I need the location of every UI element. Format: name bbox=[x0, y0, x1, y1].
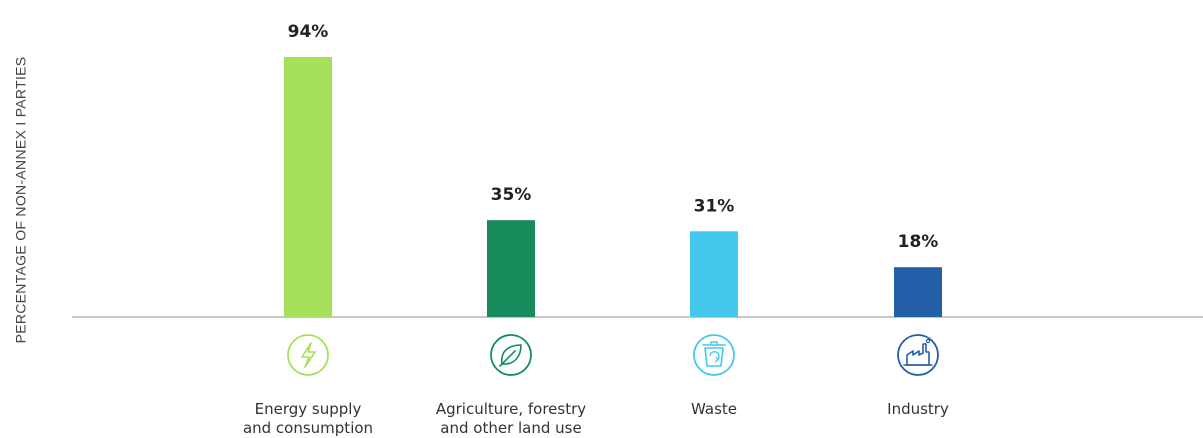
value-labels-group: 94% 35% 31% 18% bbox=[288, 22, 939, 252]
value-label: 18% bbox=[898, 232, 939, 252]
category-icons-group bbox=[287, 334, 939, 376]
bar bbox=[284, 57, 332, 317]
value-label: 94% bbox=[288, 22, 329, 42]
bar bbox=[690, 231, 738, 317]
bar bbox=[487, 220, 535, 317]
category-label: Waste bbox=[691, 400, 737, 418]
factory-icon bbox=[897, 334, 939, 376]
category-label: Energy supply bbox=[255, 400, 362, 418]
bar bbox=[894, 267, 942, 317]
bars-group bbox=[284, 57, 942, 317]
category-label: Agriculture, forestry bbox=[436, 400, 586, 418]
y-axis-label: PERCENTAGE OF NON-ANNEX I PARTIES bbox=[13, 57, 29, 344]
category-label: and other land use bbox=[440, 419, 581, 437]
category-label: and consumption bbox=[243, 419, 373, 437]
value-label: 35% bbox=[491, 185, 532, 205]
category-label: Industry bbox=[887, 400, 949, 418]
value-label: 31% bbox=[694, 196, 735, 216]
leaf-icon bbox=[490, 334, 532, 376]
lightning-icon bbox=[287, 334, 329, 376]
recycle-bin-icon bbox=[693, 334, 735, 376]
